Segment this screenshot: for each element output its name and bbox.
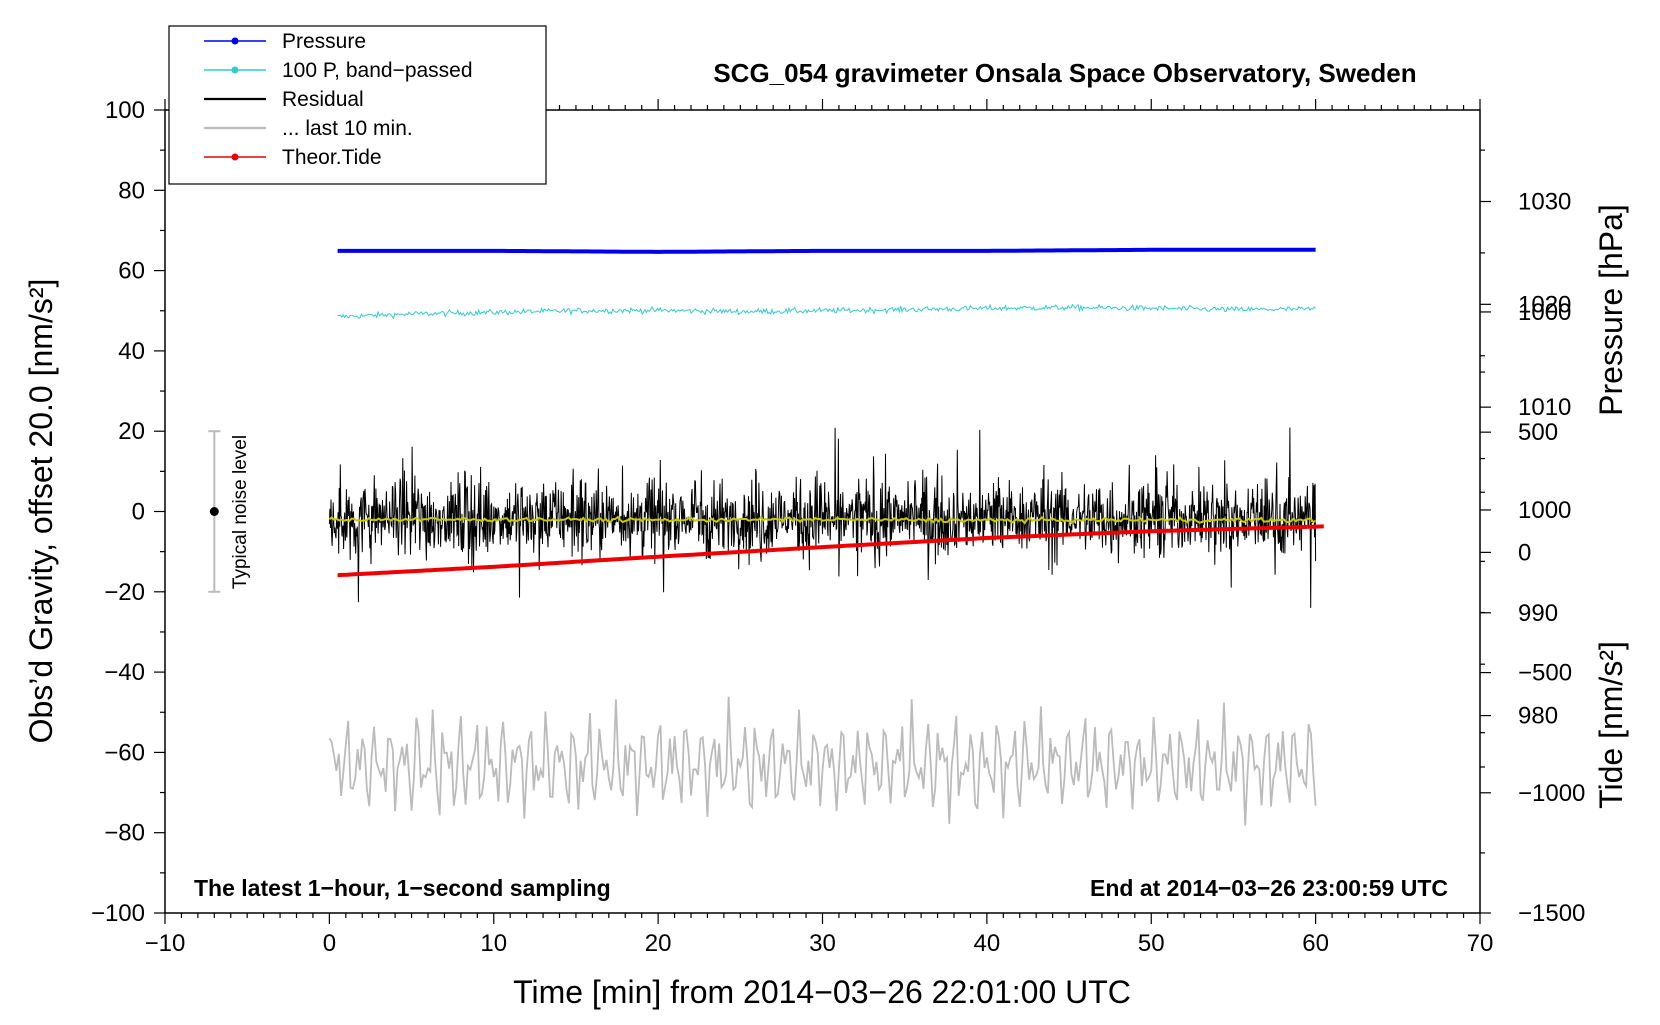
y-tick-label: 0 [132,499,145,526]
legend-label-residual: Residual [282,88,364,111]
legend-label-theor-tide: Theor.Tide [282,146,382,169]
tide-tick-label: 500 [1518,419,1558,446]
series-100-p-band-passed [337,303,1316,320]
series-last-10-min [328,696,1317,826]
pressure-tick-label: 1030 [1518,189,1571,216]
y-tick-label: 40 [118,338,145,365]
x-tick-label: 70 [1467,930,1494,957]
series-residual-smoothed [328,515,1317,525]
tide-tick-label: −1500 [1518,900,1585,927]
noise-center-dot [209,507,219,516]
pressure-axis-title: Pressure [hPa] [1593,204,1629,416]
legend-marker-pressure [231,37,239,45]
y-tick-label: −80 [104,820,145,847]
x-tick-label: 10 [480,930,507,957]
y-tick-label: −60 [104,739,145,766]
x-tick-label: 40 [974,930,1001,957]
series-layer [328,247,1324,826]
legend-label-last-10-min: ... last 10 min. [282,117,413,140]
tide-axis-title: Tide [nm/s²] [1593,641,1629,809]
tide-tick-label: −1000 [1518,780,1585,807]
tide-tick-label: 1000 [1518,299,1571,326]
pressure-tick-label: 990 [1518,600,1558,627]
x-tick-label: 20 [645,930,672,957]
chart-title: SCG_054 gravimeter Onsala Space Observat… [713,58,1416,88]
pressure-tick-label: 1020 [1518,291,1571,318]
annotation-right: End at 2014−03−26 23:00:59 UTC [1090,875,1448,901]
tide-tick-label: −500 [1518,660,1572,687]
annotation-left: The latest 1−hour, 1−second sampling [194,875,611,901]
legend-label-pressure: Pressure [282,30,366,53]
y-tick-label: 60 [118,258,145,285]
legend-marker-100-p-band-passed [231,66,239,74]
x-tick-label: −10 [145,930,186,957]
legend-label-100-p-band-passed: 100 P, band−passed [282,59,473,82]
series-theor-tide [337,524,1324,578]
pressure-tick-label: 1000 [1518,497,1571,524]
pressure-tick-label: 1010 [1518,394,1571,421]
y-tick-label: 100 [105,97,145,124]
ticks-layer: −10 0 10 20 30 40 50 60 70−100−80−60−40−20020406… [91,97,1585,957]
x-tick-label: 30 [809,930,836,957]
y-tick-label: −100 [91,900,145,927]
pressure-tick-label: 980 [1518,703,1558,730]
series-pressure [337,247,1316,254]
y-tick-label: 80 [118,177,145,204]
y-tick-label: −20 [104,579,145,606]
y-tick-label: −40 [104,659,145,686]
x-axis-title: Time [min] from 2014−03−26 22:01:00 UTC [513,974,1131,1010]
tide-tick-label: 0 [1518,539,1531,566]
y-axis-title: Obs’d Gravity, offset 20.0 [nm/s²] [23,279,59,744]
legend-marker-theor-tide [231,153,239,161]
x-tick-label: 60 [1302,930,1329,957]
x-tick-label: 0 [323,930,336,957]
x-tick-label: 50 [1138,930,1165,957]
noise-label: Typical noise level [230,435,251,589]
legend: Pressure 100 P, band−passed Residual ... la… [168,25,547,185]
noise-indicator [208,430,221,593]
y-tick-label: 20 [118,418,145,445]
